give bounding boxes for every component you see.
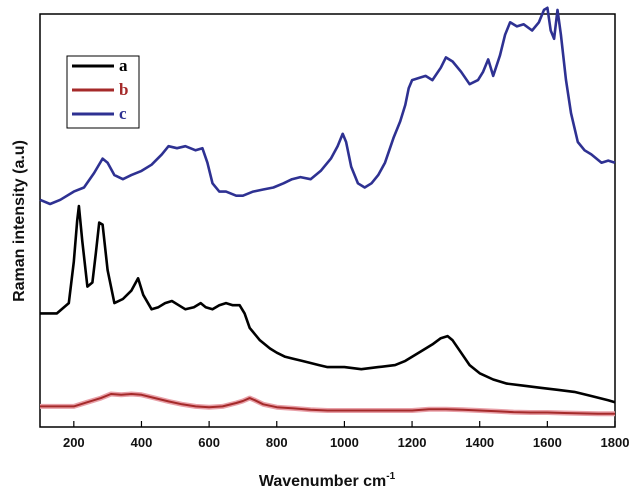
x-axis-label: Wavenumber cm-1 [259, 471, 396, 490]
series-b-line [40, 393, 615, 415]
x-axis-ticks: 200 400 600 800 1000 1200 1400 1600 1800 [63, 421, 629, 450]
x-tick-label: 1600 [533, 435, 562, 450]
x-tick-label: 1400 [465, 435, 494, 450]
plot-frame [39, 13, 616, 428]
plot-area [39, 13, 616, 428]
series-c-line [39, 6, 616, 206]
y-axis-label: Raman intensity (a.u) [11, 140, 28, 302]
x-tick-label: 400 [131, 435, 153, 450]
series-a-line [40, 204, 616, 404]
x-tick-label: 200 [63, 435, 85, 450]
x-tick-label: 600 [198, 435, 220, 450]
x-tick-label: 800 [266, 435, 288, 450]
x-tick-label: 1200 [398, 435, 427, 450]
legend-label-c: c [119, 104, 127, 123]
legend: abc [66, 55, 140, 129]
x-tick-label: 1800 [601, 435, 630, 450]
legend-label-b: b [119, 80, 128, 99]
x-axis-label-superscript: -1 [386, 471, 395, 482]
legend-box [66, 55, 140, 129]
legend-label-a: a [119, 56, 128, 75]
series-layer [39, 6, 616, 417]
x-tick-label: 1000 [330, 435, 359, 450]
